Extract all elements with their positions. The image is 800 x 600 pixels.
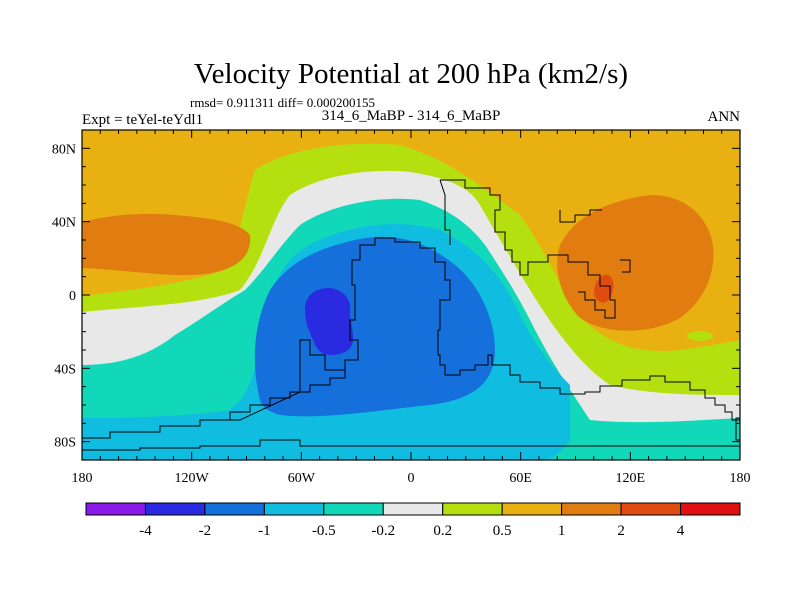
colorbar-swatch [263,502,325,516]
experiment-label: Expt = teYel-teYdl1 [82,112,203,128]
coastline-east-highlands [439,179,616,319]
x-tick-label: 60W [288,471,316,486]
stats-line: rmsd= 0.911311 diff= 0.000200155 [190,95,375,110]
coastline-southeast-island [735,417,740,441]
contour-fill-high-orange-west [82,213,251,276]
colorbar-swatch [323,502,384,516]
colorbar-level-label: 2 [617,523,625,539]
chart-title: Velocity Potential at 200 hPa (km2/s) [194,58,628,90]
coastline-central-ridge [230,339,346,421]
y-tick-label: 80S [54,436,76,451]
colorbar-level-label: 0.5 [493,523,512,539]
colorbar-level-label: -4 [139,523,152,539]
contour-fill-high-red-east [594,274,614,303]
colorbar-level-label: 1 [558,523,566,539]
x-tick-label: 180 [72,471,93,486]
x-tick-label: 180 [730,471,751,486]
colorbar-swatch [85,502,146,516]
y-tick-label: 0 [69,289,76,304]
y-tick-label: 40S [54,362,76,377]
contour-fill-band-neg4 [305,288,354,356]
x-tick-label: 60E [509,471,532,486]
coastline-southern-rim [82,439,740,451]
case-label: 314_6_MaBP - 314_6_MaBP [322,108,501,124]
x-tick-label: 0 [408,471,415,486]
contour-fill-band-neg2 [254,236,495,417]
colorbar-swatch [680,502,741,516]
colorbar: -4 -2 -1 -0.5 -0.2 0.2 0.5 1 2 4 [85,502,741,539]
colorbar-level-label: -0.2 [371,523,395,539]
colorbar-level-label: 0.2 [433,523,452,539]
coastline-northeast-inlet [559,209,602,223]
y-tick-label: 40N [52,216,76,231]
colorbar-swatch [144,502,206,516]
colorbar-swatch [204,502,265,516]
axes: 180 120W 60W 0 60E 120E 180 80N 40N 0 40S 80S [52,130,751,486]
colorbar-swatch [561,502,622,516]
x-tick-label: 120E [616,471,646,486]
contour-fills [82,130,740,460]
colorbar-level-label: -2 [199,523,212,539]
colorbar-swatch [501,502,563,516]
contour-fill-small-patch [687,331,713,341]
coastlines [82,179,740,451]
colorbar-level-label: -0.5 [312,523,336,539]
coastline-east-peninsula [620,259,631,273]
y-tick-label: 80N [52,142,76,157]
colorbar-swatch [620,502,682,516]
colorbar-swatch [442,502,503,516]
colorbar-level-label: 4 [677,523,685,539]
colorbar-swatch [382,502,444,516]
x-tick-label: 120W [175,471,210,486]
colorbar-level-label: -1 [258,523,271,539]
season-label: ANN [708,109,741,125]
